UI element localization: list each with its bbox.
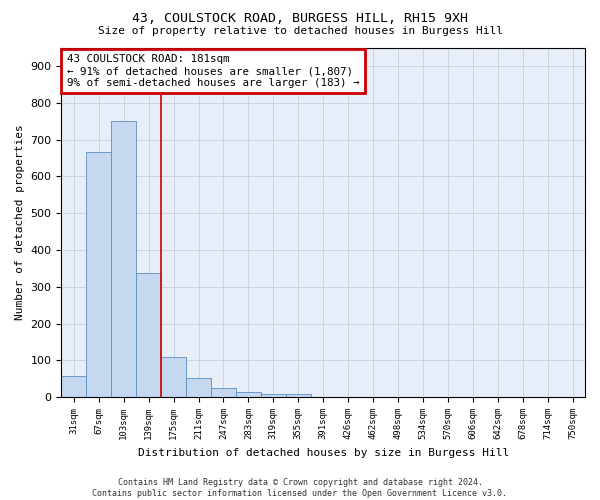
Text: Contains HM Land Registry data © Crown copyright and database right 2024.
Contai: Contains HM Land Registry data © Crown c… <box>92 478 508 498</box>
Bar <box>161 356 186 397</box>
Bar <box>111 121 136 397</box>
Text: Size of property relative to detached houses in Burgess Hill: Size of property relative to detached ho… <box>97 26 503 36</box>
Text: 43 COULSTOCK ROAD: 181sqm
← 91% of detached houses are smaller (1,807)
9% of sem: 43 COULSTOCK ROAD: 181sqm ← 91% of detac… <box>67 54 359 88</box>
Bar <box>86 152 111 397</box>
Bar <box>286 394 311 397</box>
Bar <box>186 378 211 397</box>
Bar <box>136 273 161 397</box>
Bar <box>261 394 286 397</box>
Bar <box>211 388 236 397</box>
X-axis label: Distribution of detached houses by size in Burgess Hill: Distribution of detached houses by size … <box>137 448 509 458</box>
Y-axis label: Number of detached properties: Number of detached properties <box>15 124 25 320</box>
Bar <box>236 392 261 397</box>
Bar <box>61 376 86 397</box>
Text: 43, COULSTOCK ROAD, BURGESS HILL, RH15 9XH: 43, COULSTOCK ROAD, BURGESS HILL, RH15 9… <box>132 12 468 26</box>
